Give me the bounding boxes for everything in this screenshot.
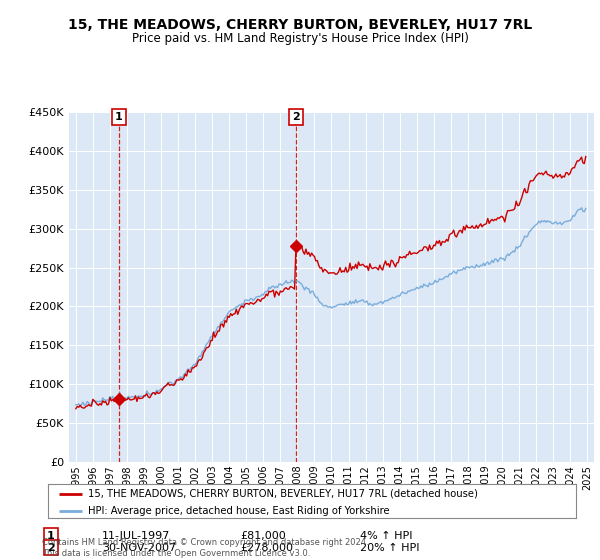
Text: HPI: Average price, detached house, East Riding of Yorkshire: HPI: Average price, detached house, East… <box>88 506 389 516</box>
Text: 1: 1 <box>47 531 55 541</box>
Text: 1: 1 <box>115 112 123 122</box>
Text: £81,000: £81,000 <box>240 531 286 541</box>
Text: 30-NOV-2007: 30-NOV-2007 <box>102 543 176 553</box>
Text: Contains HM Land Registry data © Crown copyright and database right 2024.
This d: Contains HM Land Registry data © Crown c… <box>42 538 368 558</box>
Text: 15, THE MEADOWS, CHERRY BURTON, BEVERLEY, HU17 7RL: 15, THE MEADOWS, CHERRY BURTON, BEVERLEY… <box>68 18 532 32</box>
Text: £278,000: £278,000 <box>240 543 293 553</box>
Text: 2: 2 <box>47 543 55 553</box>
Text: Price paid vs. HM Land Registry's House Price Index (HPI): Price paid vs. HM Land Registry's House … <box>131 31 469 45</box>
Text: 15, THE MEADOWS, CHERRY BURTON, BEVERLEY, HU17 7RL (detached house): 15, THE MEADOWS, CHERRY BURTON, BEVERLEY… <box>88 489 478 499</box>
Text: 4% ↑ HPI: 4% ↑ HPI <box>360 531 413 541</box>
Text: 11-JUL-1997: 11-JUL-1997 <box>102 531 170 541</box>
Text: 2: 2 <box>292 112 300 122</box>
Text: 20% ↑ HPI: 20% ↑ HPI <box>360 543 419 553</box>
